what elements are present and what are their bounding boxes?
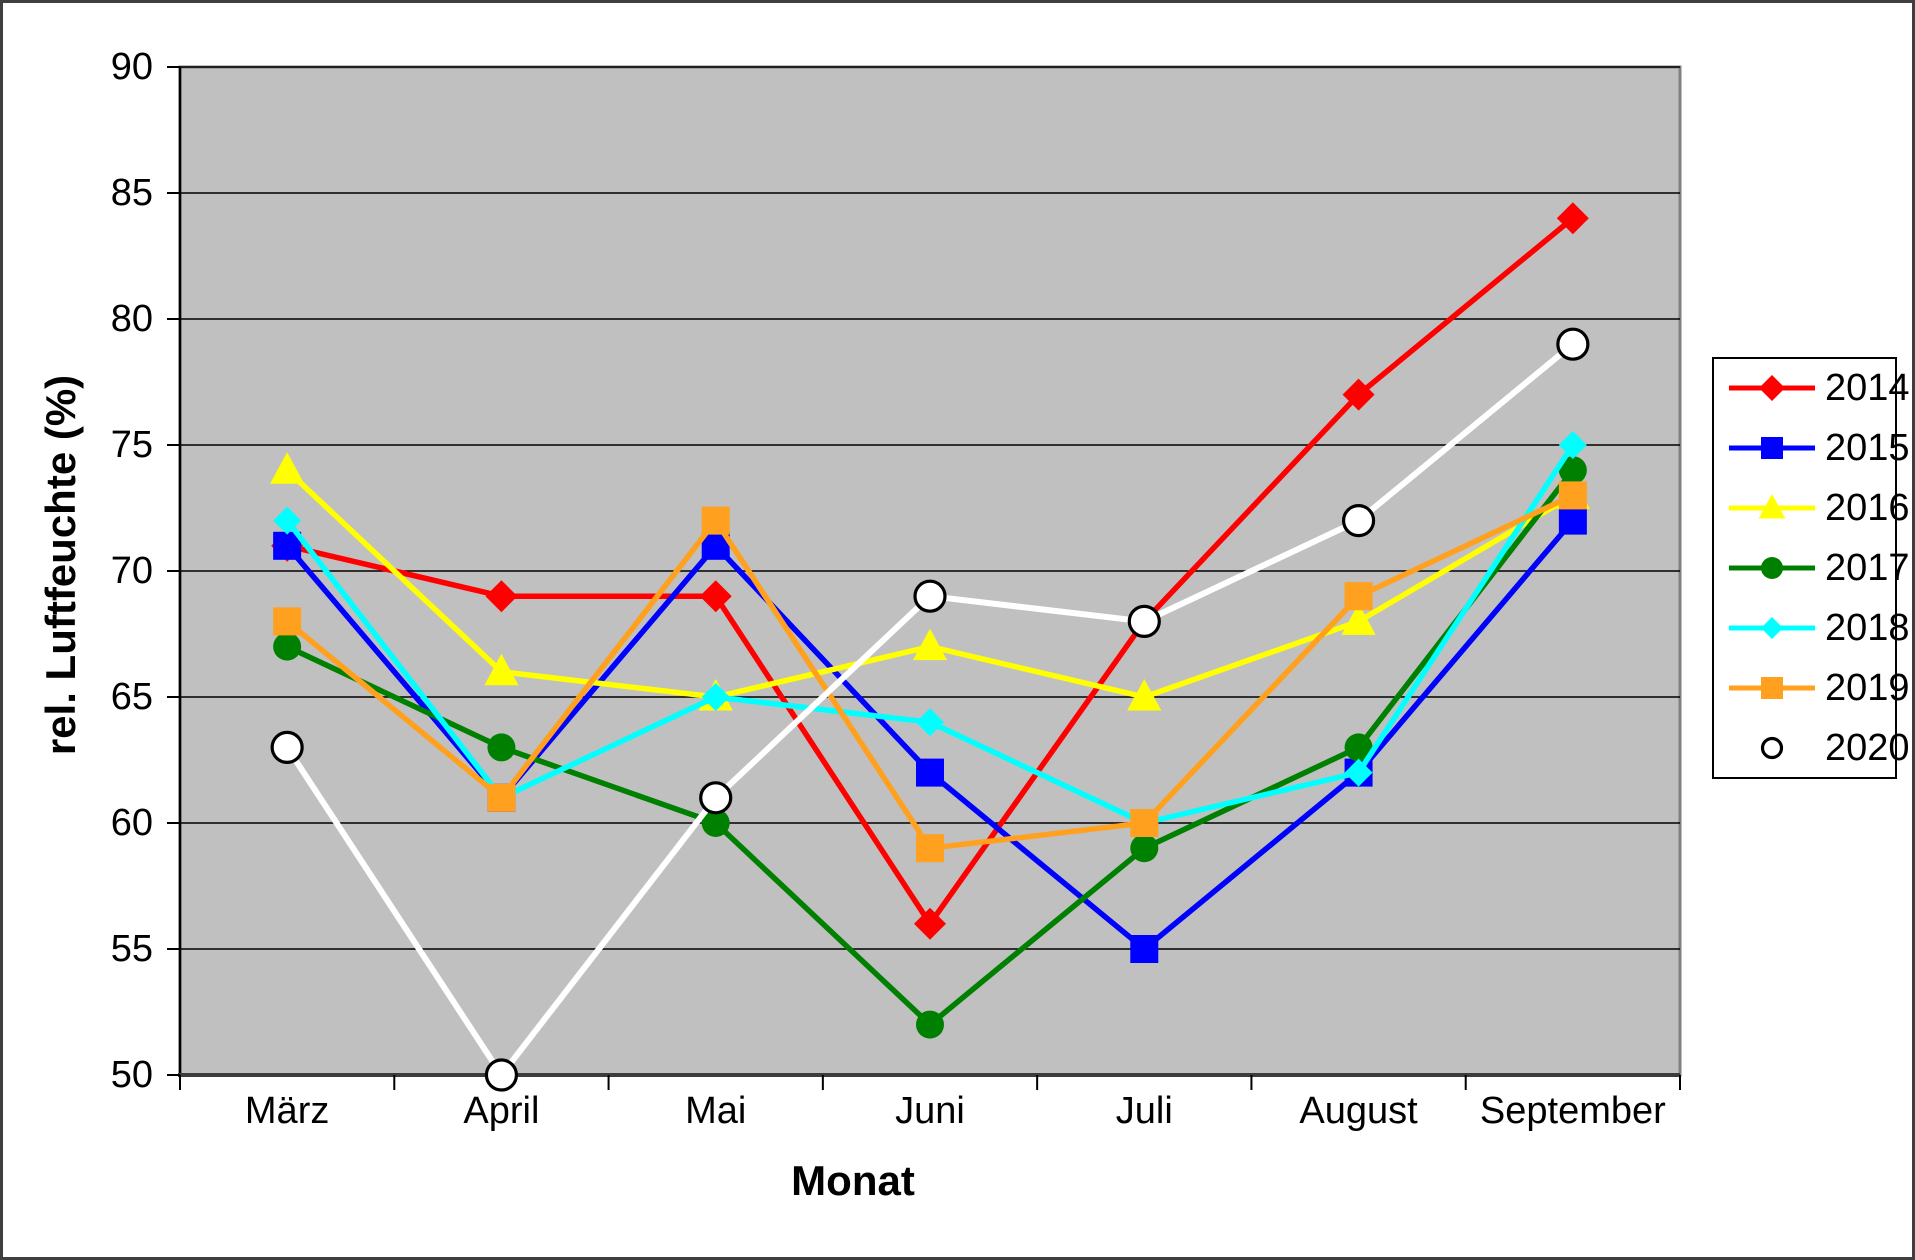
legend-marker-2018[interactable] (1761, 617, 1783, 639)
point-2016-August[interactable] (1341, 603, 1376, 635)
point-2020-März[interactable] (270, 730, 304, 765)
legend-label-2014: 2014 (1825, 367, 1910, 409)
y-tick-label-60: 60 (111, 802, 153, 844)
series-2019[interactable] (273, 481, 1587, 863)
point-2018-Juni[interactable] (916, 708, 944, 737)
point-2018-September[interactable] (1558, 431, 1587, 459)
x-tick-label-März: März (245, 1090, 329, 1132)
point-2019-Juni[interactable] (916, 834, 944, 863)
x-tick-label-Juli: Juli (1116, 1090, 1173, 1132)
point-2017-Juni[interactable] (916, 1010, 944, 1039)
y-tick-label-85: 85 (111, 172, 153, 214)
point-2017-August[interactable] (1344, 733, 1373, 762)
legend-item-2020[interactable]: 2020 (1760, 727, 1910, 769)
chart-canvas: 50 55 60 65 70 75 80 85 90 März April Mai Juni Juli Au… (111, 46, 1910, 1132)
y-axis-title: rel. Luftfeuchte (%) (37, 374, 84, 756)
x-tick-label-Mai: Mai (685, 1090, 746, 1132)
point-2015-September[interactable] (1558, 506, 1587, 535)
point-2017-März[interactable] (273, 632, 302, 661)
point-2019-April[interactable] (487, 783, 516, 812)
point-2014-Juni[interactable] (914, 907, 946, 940)
y-tick-label-50: 50 (111, 1054, 153, 1096)
point-2016-Juli[interactable] (1127, 679, 1162, 711)
legend-marker-2015[interactable] (1761, 437, 1783, 459)
legend-marker-2014[interactable] (1759, 375, 1785, 401)
x-axis-title: Monat (791, 1157, 915, 1204)
y-tick-label-90: 90 (111, 46, 153, 88)
legend-label-2020: 2020 (1825, 727, 1910, 769)
x-tick-label-August: August (1299, 1090, 1418, 1132)
x-tick-label-April: April (463, 1090, 539, 1132)
legend-label-2017: 2017 (1825, 547, 1910, 589)
series-2020[interactable] (270, 327, 1590, 1092)
point-2016-Juni[interactable] (912, 628, 948, 661)
y-tick-label-75: 75 (111, 424, 153, 466)
series-2017[interactable] (273, 456, 1587, 1039)
point-2019-August[interactable] (1344, 582, 1373, 611)
legend-item-2014[interactable]: 2014 (1729, 367, 1910, 409)
legend-marker-2020[interactable] (1760, 736, 1784, 760)
y-tick-label-80: 80 (111, 298, 153, 340)
legend-label-2015: 2015 (1825, 427, 1910, 469)
point-2019-März[interactable] (273, 607, 302, 636)
y-tick-label-65: 65 (111, 676, 153, 718)
legend-label-2016: 2016 (1825, 487, 1910, 529)
point-2020-Juli[interactable] (1127, 604, 1161, 639)
legend-marker-2017[interactable] (1761, 557, 1783, 579)
point-2014-Mai[interactable] (699, 580, 732, 613)
y-tick-label-70: 70 (111, 550, 153, 592)
point-2016-April[interactable] (484, 653, 519, 686)
point-2017-Juli[interactable] (1130, 834, 1159, 863)
point-2019-Mai[interactable] (701, 506, 730, 535)
point-2014-September[interactable] (1556, 202, 1589, 235)
point-2017-Mai[interactable] (701, 809, 730, 837)
point-2014-August[interactable] (1342, 378, 1375, 411)
point-2017-April[interactable] (487, 733, 516, 762)
point-2020-September[interactable] (1556, 327, 1590, 361)
point-2016-März[interactable] (270, 452, 305, 484)
x-tick-label-Juni: Juni (895, 1090, 965, 1132)
point-2019-September[interactable] (1558, 481, 1587, 510)
legend-marker-2016[interactable] (1758, 494, 1786, 519)
legend-item-2015[interactable]: 2015 (1729, 427, 1910, 469)
legend-label-2019: 2019 (1825, 667, 1910, 709)
point-2018-August[interactable] (1344, 758, 1373, 787)
point-2015-Juli[interactable] (1130, 935, 1159, 963)
legend-item-2016[interactable]: 2016 (1729, 487, 1910, 529)
point-2020-Juni[interactable] (913, 579, 947, 613)
point-2015-Juni[interactable] (916, 758, 944, 787)
point-2019-Juli[interactable] (1130, 809, 1159, 837)
point-2020-Mai[interactable] (699, 781, 733, 815)
point-2017-September[interactable] (1558, 456, 1587, 485)
x-tick-label-September: September (1480, 1090, 1666, 1132)
point-2020-April[interactable] (484, 1058, 519, 1092)
y-tick-label-55: 55 (111, 928, 153, 970)
legend-label-2018: 2018 (1825, 607, 1910, 649)
point-2014-April[interactable] (485, 580, 518, 613)
legend-item-2019[interactable]: 2019 (1729, 667, 1910, 709)
legend-item-2017[interactable]: 2017 (1729, 547, 1910, 589)
legend-marker-2019[interactable] (1761, 677, 1783, 699)
legend-item-2018[interactable]: 2018 (1729, 607, 1910, 649)
point-2020-August[interactable] (1341, 503, 1376, 538)
point-2018-Mai[interactable] (701, 683, 730, 711)
